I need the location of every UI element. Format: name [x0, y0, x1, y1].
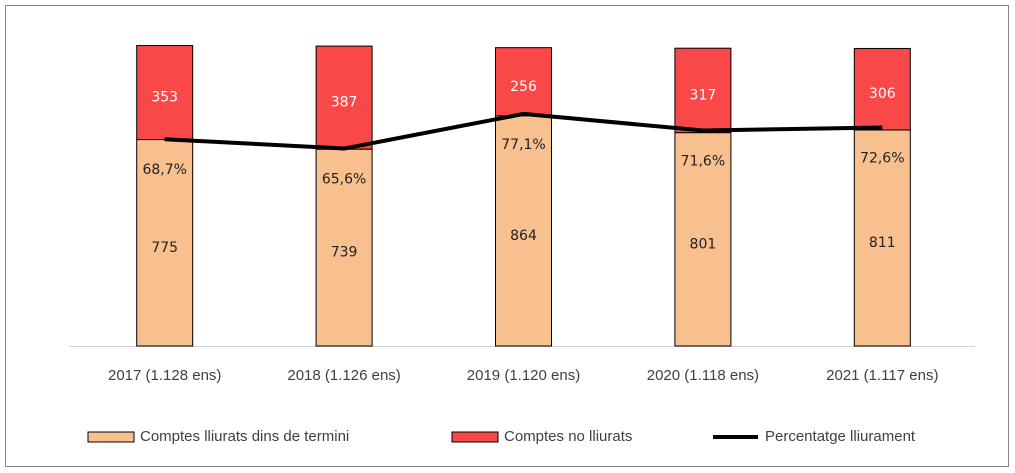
legend-label: Comptes lliurats dins de termini	[140, 428, 349, 445]
bar-segment	[853, 47, 911, 131]
x-tick-label: 2021 (1.117 ens)	[826, 367, 938, 384]
bar-segment	[315, 148, 373, 347]
data-label: 387	[331, 95, 358, 111]
legend-swatch	[87, 431, 135, 443]
bar-segment	[495, 115, 552, 347]
data-label: 256	[510, 79, 537, 95]
data-label: 801	[690, 236, 717, 252]
legend-swatch	[451, 431, 499, 443]
data-label: 317	[690, 87, 717, 103]
x-tick-label: 2019 (1.120 ens)	[467, 367, 580, 384]
line	[164, 111, 883, 151]
bar-segment	[674, 47, 732, 134]
data-label: 864	[510, 228, 537, 244]
data-label: 739	[331, 245, 358, 261]
data-label: 775	[151, 240, 178, 256]
data-label: 306	[869, 86, 896, 102]
bar-segment	[674, 132, 732, 347]
bar-segment	[315, 45, 373, 150]
data-label: 77,1%	[501, 137, 545, 153]
data-label: 68,7%	[142, 162, 186, 178]
x-tick-label: 2020 (1.118 ens)	[647, 367, 759, 384]
data-label: 353	[151, 90, 178, 106]
legend-label: Percentatge lliurament	[765, 428, 916, 445]
data-label: 811	[869, 235, 896, 251]
data-label: 65,6%	[322, 172, 366, 188]
bar-segment	[136, 139, 194, 347]
data-label: 72,6%	[860, 150, 904, 166]
bar-segment	[495, 47, 552, 117]
x-tick-label: 2018 (1.126 ens)	[287, 367, 400, 384]
bar-segment	[853, 129, 911, 347]
x-tick-label: 2017 (1.128 ens)	[108, 367, 221, 384]
data-label: 71,6%	[681, 153, 725, 169]
legend-label: Comptes no lliurats	[504, 428, 632, 445]
